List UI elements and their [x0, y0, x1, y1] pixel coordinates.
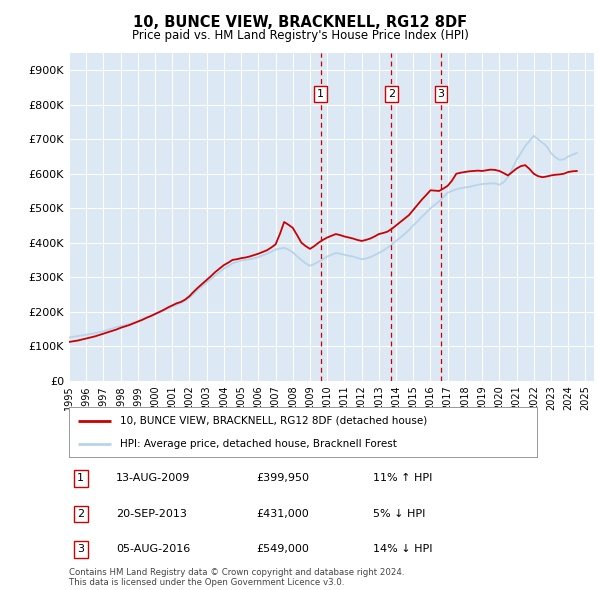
Text: 2: 2: [388, 89, 395, 99]
Text: 5% ↓ HPI: 5% ↓ HPI: [373, 509, 425, 519]
Text: £399,950: £399,950: [256, 474, 309, 483]
Text: 11% ↑ HPI: 11% ↑ HPI: [373, 474, 433, 483]
Text: £549,000: £549,000: [256, 545, 309, 554]
Text: £431,000: £431,000: [256, 509, 309, 519]
Text: 2: 2: [77, 509, 84, 519]
Text: 10, BUNCE VIEW, BRACKNELL, RG12 8DF: 10, BUNCE VIEW, BRACKNELL, RG12 8DF: [133, 15, 467, 30]
Text: Contains HM Land Registry data © Crown copyright and database right 2024.
This d: Contains HM Land Registry data © Crown c…: [69, 568, 404, 587]
Text: 1: 1: [317, 89, 324, 99]
Text: 10, BUNCE VIEW, BRACKNELL, RG12 8DF (detached house): 10, BUNCE VIEW, BRACKNELL, RG12 8DF (det…: [121, 415, 428, 425]
Text: 3: 3: [77, 545, 84, 554]
Text: 13-AUG-2009: 13-AUG-2009: [116, 474, 190, 483]
Text: 3: 3: [437, 89, 445, 99]
Text: 1: 1: [77, 474, 84, 483]
Text: 20-SEP-2013: 20-SEP-2013: [116, 509, 187, 519]
Text: Price paid vs. HM Land Registry's House Price Index (HPI): Price paid vs. HM Land Registry's House …: [131, 30, 469, 42]
Text: 05-AUG-2016: 05-AUG-2016: [116, 545, 190, 554]
Text: 14% ↓ HPI: 14% ↓ HPI: [373, 545, 433, 554]
Text: HPI: Average price, detached house, Bracknell Forest: HPI: Average price, detached house, Brac…: [121, 439, 397, 449]
